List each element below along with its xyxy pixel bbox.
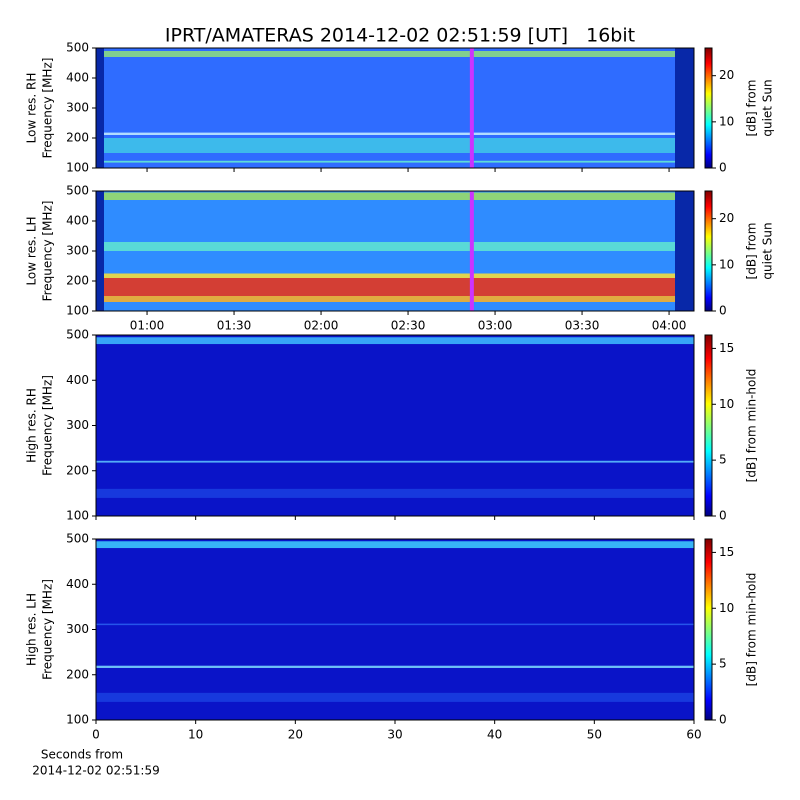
y-tick-label: 300: [66, 244, 89, 258]
emission-band: [96, 51, 694, 57]
colorbar-label: [dB] from: [745, 80, 759, 137]
x-tick-label: 30: [387, 728, 402, 742]
emission-band: [96, 160, 694, 163]
emission-band: [96, 488, 694, 498]
y-tick-label: 200: [66, 131, 89, 145]
y-axis-label: Frequency [MHz]: [41, 201, 55, 302]
data-gap: [675, 48, 694, 168]
x-tick-label: 01:00: [130, 319, 165, 333]
y-axis-label: Low res. RH: [25, 73, 39, 144]
colorbar-tick-label: 10: [719, 397, 734, 411]
x-tick-label: 0: [92, 728, 100, 742]
colorbar: [704, 538, 713, 721]
y-tick-label: 100: [66, 713, 89, 727]
emission-band: [96, 337, 694, 345]
colorbar-tick-label: 0: [719, 161, 727, 175]
y-tick-label: 500: [66, 41, 89, 55]
x-tick-label: 50: [587, 728, 602, 742]
x-axis-label: 2014-12-02 02:51:59: [32, 764, 159, 778]
y-tick-label: 400: [66, 373, 89, 387]
colorbar-tick-label: 10: [719, 114, 734, 128]
x-axis-label: Seconds from: [41, 748, 123, 762]
x-tick-label: 10: [188, 728, 203, 742]
y-axis-label: Frequency [MHz]: [41, 58, 55, 159]
colorbar-label: quiet Sun: [761, 222, 775, 279]
data-gap: [96, 48, 104, 168]
data-gap: [96, 191, 104, 311]
y-axis-label: Frequency [MHz]: [41, 579, 55, 680]
y-tick-label: 100: [66, 161, 89, 175]
y-axis-label: High res. LH: [25, 593, 39, 666]
colorbar-label: quiet Sun: [761, 79, 775, 136]
y-axis-label: High res. RH: [25, 388, 39, 463]
x-tick-label: 04:00: [652, 319, 687, 333]
y-tick-label: 500: [66, 184, 89, 198]
y-tick-label: 300: [66, 101, 89, 115]
colorbar-tick-label: 15: [719, 341, 734, 355]
y-tick-label: 200: [66, 463, 89, 477]
spectrogram-background: [96, 335, 694, 516]
emission-band: [96, 273, 694, 278]
x-tick-label: 60: [686, 728, 701, 742]
colorbar: [704, 334, 713, 517]
y-tick-label: 300: [66, 418, 89, 432]
colorbar-label: [dB] from min-hold: [745, 573, 759, 687]
y-tick-label: 300: [66, 622, 89, 636]
y-tick-label: 100: [66, 509, 89, 523]
colorbar-tick-label: 10: [719, 601, 734, 615]
x-tick-label: 03:30: [565, 319, 600, 333]
y-axis-label: Low res. LH: [25, 216, 39, 285]
colorbar-label: [dB] from: [745, 223, 759, 280]
emission-band: [96, 278, 694, 296]
y-tick-label: 500: [66, 328, 89, 342]
emission-band: [96, 665, 694, 668]
colorbar-label: [dB] from min-hold: [745, 369, 759, 483]
colorbar-tick-label: 10: [719, 257, 734, 271]
emission-band: [96, 138, 694, 153]
x-tick-label: 40: [487, 728, 502, 742]
y-axis-label: Frequency [MHz]: [41, 375, 55, 476]
colorbar-tick-label: 20: [719, 211, 734, 225]
y-tick-label: 200: [66, 274, 89, 288]
emission-band: [96, 541, 694, 549]
emission-band: [96, 296, 694, 302]
emission-band: [96, 692, 694, 702]
y-tick-label: 400: [66, 577, 89, 591]
y-tick-label: 200: [66, 667, 89, 681]
spectrogram-background: [96, 539, 694, 720]
colorbar-tick-label: 15: [719, 545, 734, 559]
data-gap: [675, 191, 694, 311]
colorbar: [704, 190, 713, 312]
emission-band: [96, 192, 694, 200]
colorbar-tick-label: 0: [719, 713, 727, 727]
emission-band: [96, 460, 694, 463]
emission-band: [96, 242, 694, 251]
y-tick-label: 400: [66, 214, 89, 228]
y-tick-label: 100: [66, 304, 89, 318]
colorbar: [704, 47, 713, 169]
colorbar-tick-label: 5: [719, 657, 727, 671]
x-tick-label: 03:00: [478, 319, 513, 333]
emission-band: [96, 132, 694, 135]
emission-band: [96, 623, 694, 626]
x-tick-label: 02:00: [304, 319, 339, 333]
x-tick-label: 01:30: [217, 319, 252, 333]
colorbar-tick-label: 20: [719, 68, 734, 82]
colorbar-tick-label: 0: [719, 304, 727, 318]
chart-title: IPRT/AMATERAS 2014-12-02 02:51:59 [UT] 1…: [165, 25, 635, 47]
colorbar-tick-label: 5: [719, 453, 727, 467]
y-tick-label: 400: [66, 71, 89, 85]
x-tick-label: 20: [288, 728, 303, 742]
y-tick-label: 500: [66, 532, 89, 546]
colorbar-tick-label: 0: [719, 509, 727, 523]
x-tick-label: 02:30: [391, 319, 426, 333]
